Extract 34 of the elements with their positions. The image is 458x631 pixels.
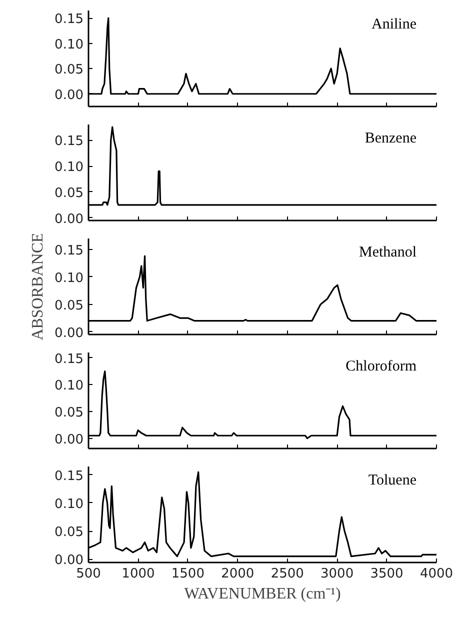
chart-title: Methanol [359, 244, 417, 260]
y-tick-label: 0.15 [54, 352, 84, 367]
x-tick-label: 2000 [221, 566, 254, 582]
y-tick-label: 0.00 [54, 326, 84, 341]
y-tick-label: 0.05 [54, 298, 84, 314]
y-tick-label: 0.05 [54, 405, 84, 420]
chart-title: Aniline [372, 16, 417, 32]
y-tick-label: 0.05 [54, 62, 84, 78]
x-tick-label: 1000 [122, 566, 155, 582]
y-tick-label: 0.10 [54, 160, 84, 176]
x-tick-label: 1500 [171, 566, 204, 582]
y-tick-label: 0.05 [54, 525, 84, 540]
y-tick-label: 0.15 [54, 12, 84, 28]
x-tick-label: 500 [76, 566, 101, 582]
y-tick-label: 0.00 [54, 212, 84, 227]
chart-title: Benzene [364, 130, 417, 146]
chart-title: Toluene [368, 472, 417, 488]
y-tick-label: 0.05 [54, 186, 84, 201]
y-tick-label: 0.10 [54, 496, 84, 512]
y-tick-label: 0.00 [54, 88, 84, 103]
y-tick-label: 0.10 [54, 270, 84, 286]
y-tick-label: 0.00 [54, 553, 84, 568]
y-tick-label: 0.10 [54, 378, 84, 394]
x-tick-label: 3500 [370, 566, 404, 582]
y-tick-label: 0.10 [54, 37, 84, 52]
chart-title: Chloroform [346, 358, 417, 374]
y-tick-label: 0.15 [54, 243, 84, 258]
y-tick-label: 0.00 [54, 432, 84, 448]
x-tick-label: 3000 [320, 566, 354, 582]
y-tick-label: 0.15 [54, 134, 84, 150]
x-axis-title: WAVENUMBER (cm⁻¹) [184, 586, 341, 602]
x-tick-label: 4000 [420, 566, 454, 582]
y-tick-label: 0.15 [54, 468, 84, 484]
x-tick-label: 2500 [270, 566, 304, 582]
